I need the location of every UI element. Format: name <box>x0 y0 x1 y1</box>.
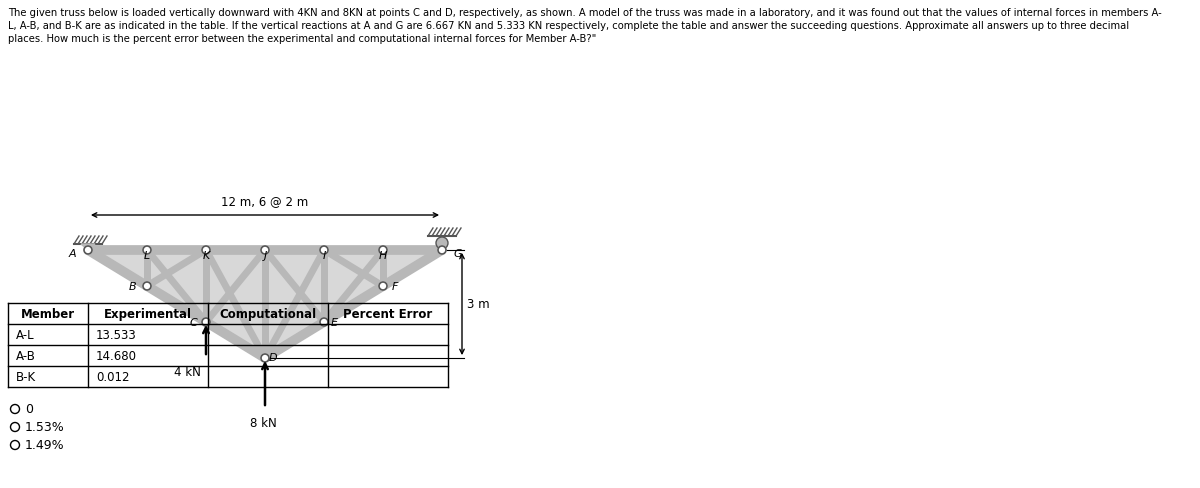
Text: G: G <box>454 248 463 259</box>
Text: B-K: B-K <box>16 370 36 383</box>
Text: I: I <box>323 250 325 261</box>
Polygon shape <box>82 244 95 250</box>
Text: H: H <box>379 250 388 261</box>
Circle shape <box>143 283 151 290</box>
Circle shape <box>11 423 19 431</box>
Text: J: J <box>263 250 266 261</box>
Text: 8 kN: 8 kN <box>250 416 276 429</box>
Text: C: C <box>190 317 197 327</box>
Text: Percent Error: Percent Error <box>343 307 433 320</box>
Text: 1.53%: 1.53% <box>25 421 65 434</box>
Text: 13.533: 13.533 <box>96 328 137 341</box>
Circle shape <box>379 246 386 254</box>
Text: F: F <box>392 282 398 291</box>
Circle shape <box>379 283 386 290</box>
Text: A-L: A-L <box>16 328 35 341</box>
Text: 14.680: 14.680 <box>96 349 137 362</box>
Text: D: D <box>269 352 277 362</box>
Circle shape <box>436 238 448 249</box>
Circle shape <box>11 441 19 449</box>
Text: K: K <box>203 250 210 261</box>
Text: Experimental: Experimental <box>104 307 192 320</box>
Circle shape <box>320 318 328 326</box>
Circle shape <box>438 246 446 254</box>
Circle shape <box>84 246 92 254</box>
Circle shape <box>11 405 19 414</box>
Circle shape <box>320 246 328 254</box>
Text: 12 m, 6 @ 2 m: 12 m, 6 @ 2 m <box>221 195 308 207</box>
Text: 1.49%: 1.49% <box>25 439 65 451</box>
Text: 4 kN: 4 kN <box>174 365 202 378</box>
Text: A-B: A-B <box>16 349 36 362</box>
Text: The given truss below is loaded vertically downward with 4KN and 8KN at points C: The given truss below is loaded vertical… <box>8 8 1162 18</box>
Text: places. How much is the percent error between the experimental and computational: places. How much is the percent error be… <box>8 34 596 44</box>
Circle shape <box>262 246 269 254</box>
Text: Member: Member <box>20 307 76 320</box>
Circle shape <box>262 354 269 362</box>
Text: 3 m: 3 m <box>467 298 490 311</box>
Circle shape <box>143 246 151 254</box>
Text: L: L <box>144 250 150 261</box>
Circle shape <box>202 318 210 326</box>
Text: B: B <box>128 282 136 291</box>
Text: Computational: Computational <box>220 307 317 320</box>
Circle shape <box>202 246 210 254</box>
Polygon shape <box>88 250 442 358</box>
Text: A: A <box>68 248 76 259</box>
Text: E: E <box>331 317 338 327</box>
Text: L, A-B, and B-K are as indicated in the table. If the vertical reactions at A an: L, A-B, and B-K are as indicated in the … <box>8 21 1129 31</box>
Text: 0: 0 <box>25 403 34 416</box>
Text: 0.012: 0.012 <box>96 370 130 383</box>
